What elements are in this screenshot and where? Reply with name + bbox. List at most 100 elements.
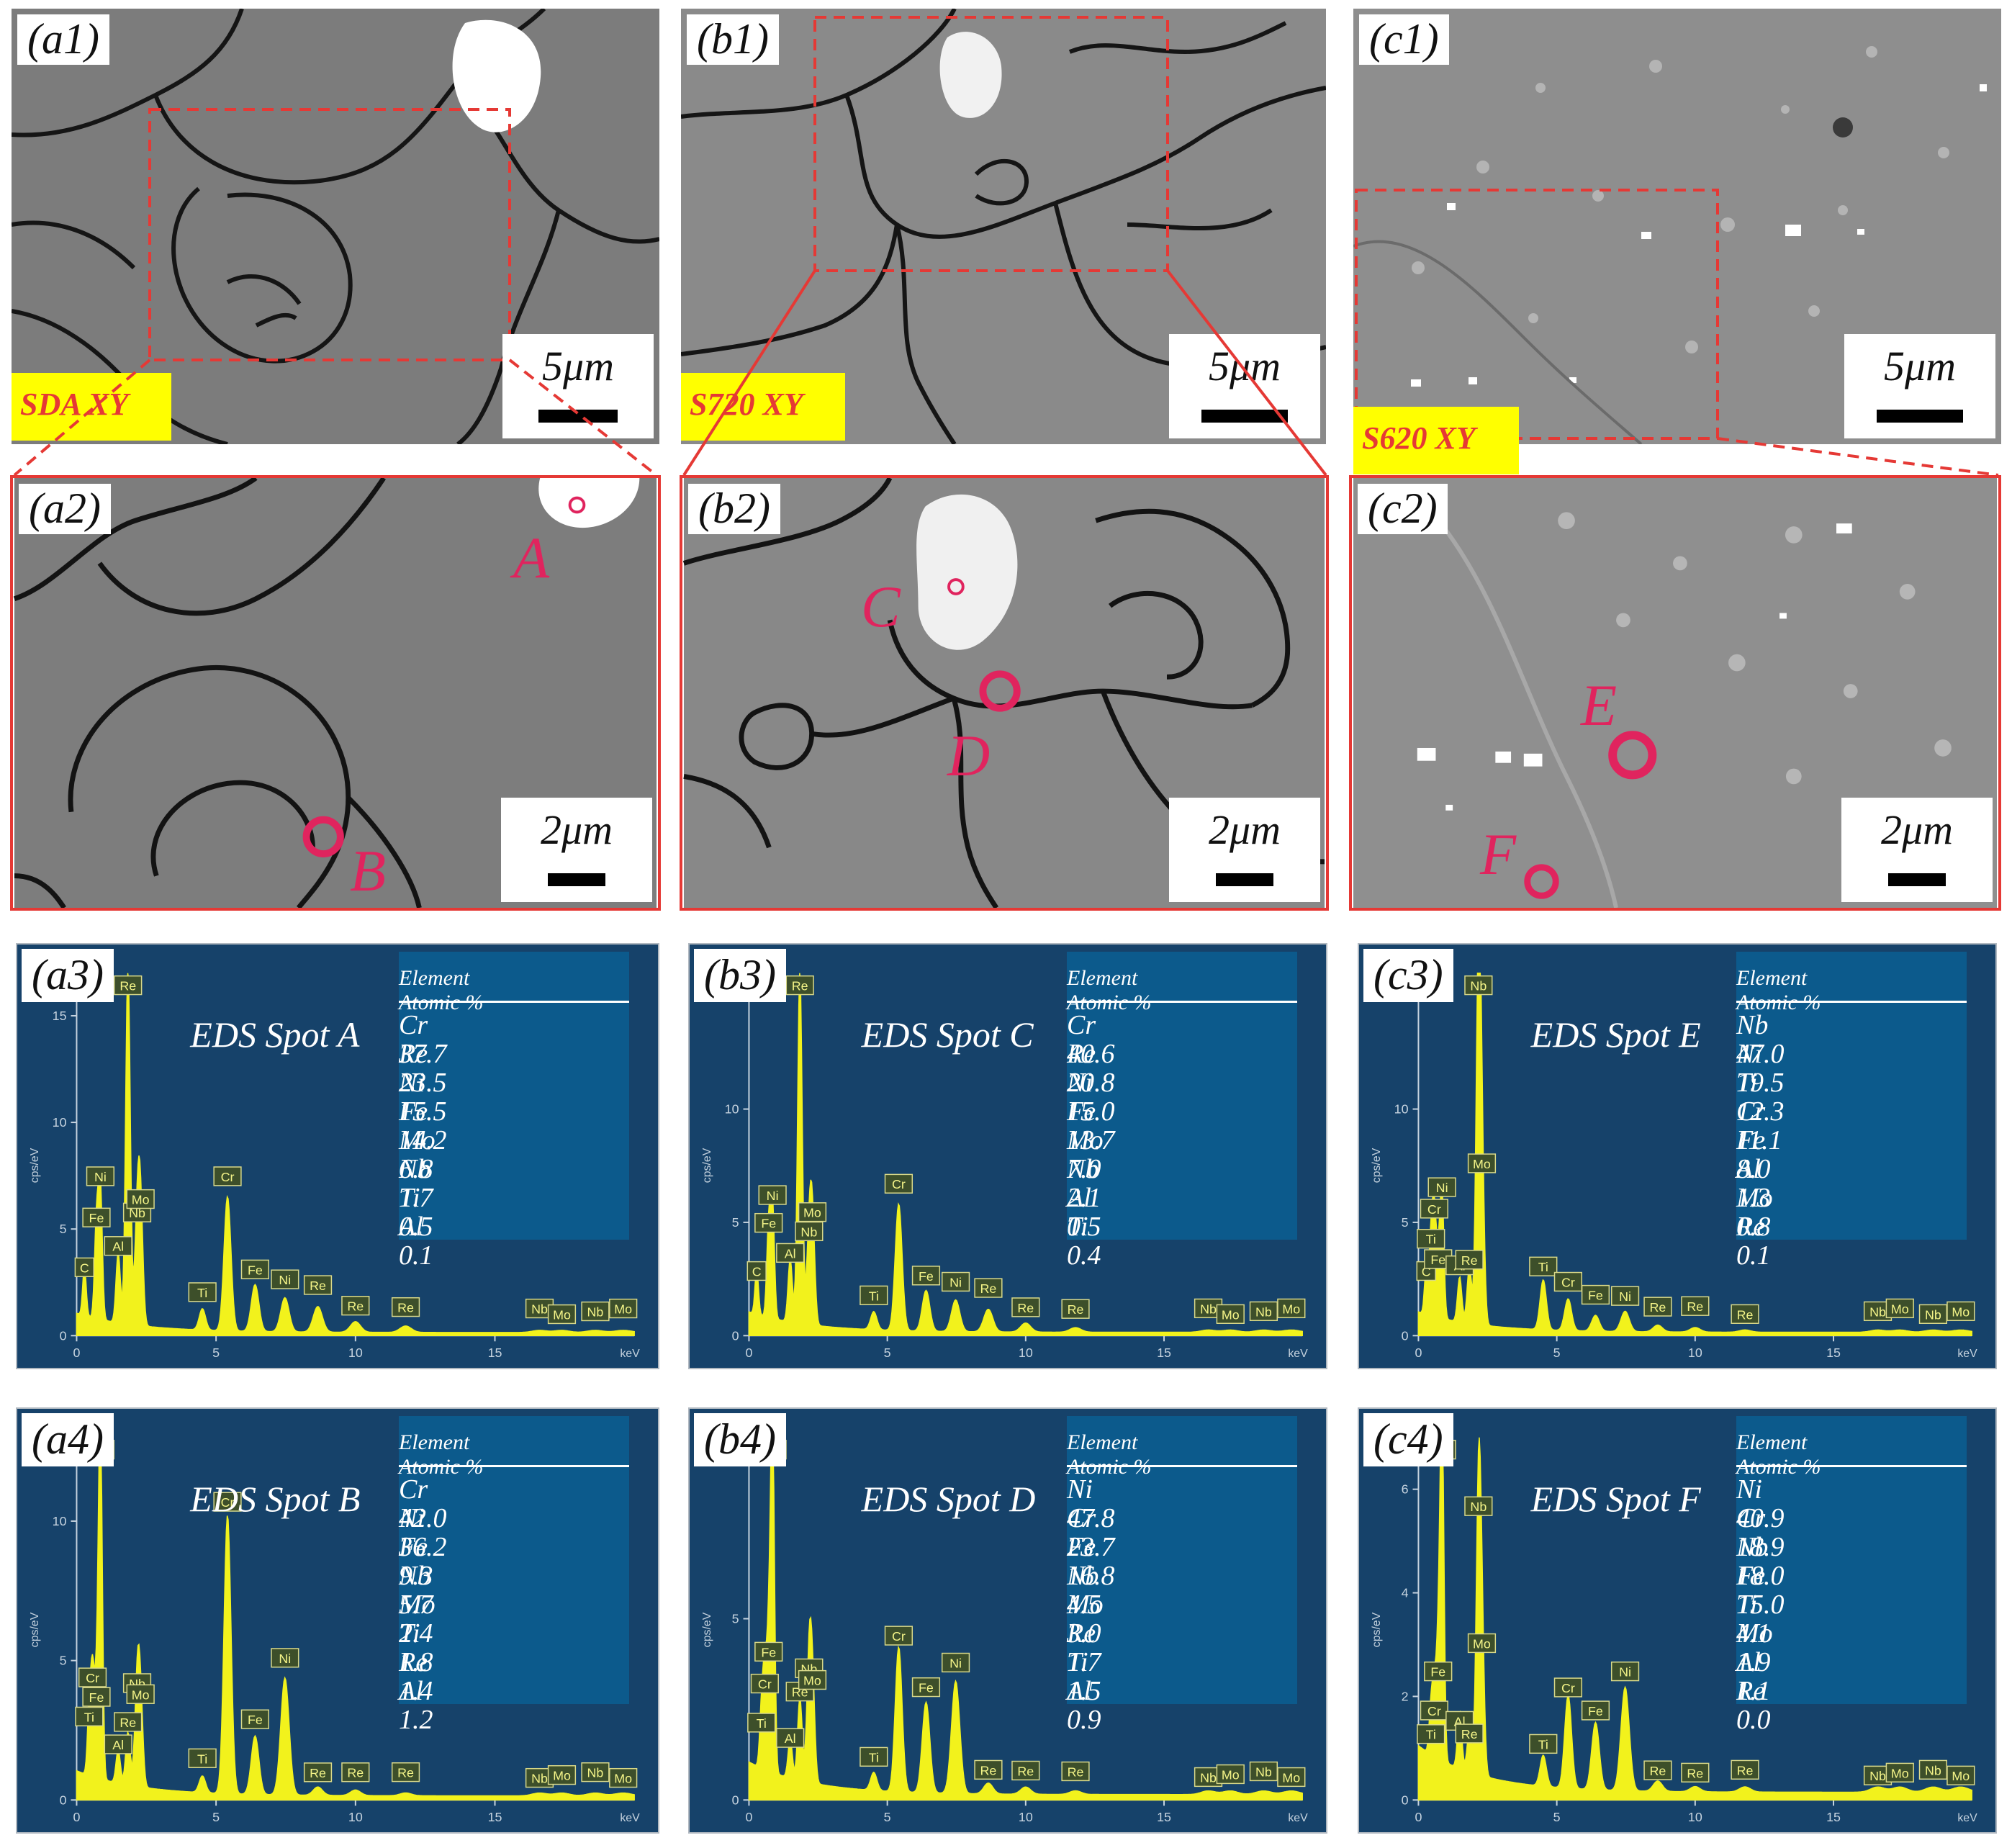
peak-label-text: Cr (892, 1629, 906, 1644)
peak-label-ni: Ni (758, 1185, 787, 1205)
eds-panel-label: (a3) (22, 949, 114, 1002)
element-symbol: Mo (1067, 1590, 1104, 1620)
eds-spot-title: EDS Spot C (861, 1014, 1034, 1055)
atomic-percent: 0.1 (399, 1240, 433, 1271)
eds-panel-a4: 0510150510keVcps/eVTiCrFeNiAlReNbMoTiCrF… (16, 1407, 659, 1834)
panel-label-a2: (a2) (19, 484, 111, 534)
atomic-percent: 19.5 (1736, 1068, 1785, 1098)
atomic-percent: 20.8 (1067, 1068, 1115, 1098)
table-row: Fe 15.0 (1736, 1561, 1967, 1619)
peak-label-text: Mo (553, 1307, 571, 1322)
peak-label-ni: Ni (86, 1166, 115, 1186)
peak-label-mo: Mo (798, 1669, 827, 1690)
spot-marker-e (1608, 731, 1657, 780)
element-symbol: Ni (1067, 1068, 1093, 1098)
table-row: Fe 13.7 (1067, 1097, 1297, 1155)
table-row: Mo 7.0 (1067, 1126, 1297, 1184)
peak-label-text: Nb (1255, 1304, 1272, 1319)
peak-label-text: C (752, 1264, 762, 1279)
table-row: Cr 23.7 (1067, 1504, 1297, 1561)
peak-label-text: Ti (1426, 1232, 1436, 1247)
peak-label-re: Re (1455, 1723, 1484, 1744)
peak-label-text: Ni (279, 1273, 291, 1287)
sample-label-s720: S720 XY (681, 373, 845, 441)
peak-label-mo: Mo (609, 1298, 638, 1319)
atomic-percent: 0.8 (1736, 1212, 1771, 1242)
peak-label-text: Cr (221, 1170, 235, 1184)
spot-label-e: E (1581, 672, 1618, 738)
table-row: Cr 42.0 (399, 1475, 629, 1533)
atomic-percent: 0.9 (1067, 1705, 1101, 1735)
spot-marker-a (568, 496, 586, 514)
peak-label-text: Re (1068, 1764, 1084, 1779)
eds-panel-a3: 0 5 10 15 0 5 10 15 keV cps/eV C Fe Ni Al Re Nb Mo Ti Cr Fe… (16, 943, 659, 1369)
element-symbol: Re (1067, 1618, 1096, 1649)
peak-label-text: Ni (1619, 1289, 1631, 1304)
element-symbol: Ti (1736, 1068, 1758, 1098)
table-row: Al 0.1 (399, 1212, 629, 1270)
scale-text-b1: 5μm (1209, 343, 1281, 389)
atomic-percent: 23.5 (399, 1068, 447, 1098)
peak-label-text: Fe (248, 1263, 263, 1277)
y-tick-label: 5 (732, 1215, 739, 1230)
element-symbol: Ti (399, 1183, 420, 1213)
atomic-percent: 4.1 (1736, 1618, 1771, 1649)
peak-label-re: Re (1011, 1297, 1040, 1317)
atomic-percent: 0.5 (1067, 1212, 1101, 1242)
peak-label-ni: Ni (1610, 1662, 1640, 1682)
peak-label-ti: Ti (1529, 1734, 1558, 1754)
element-symbol: Ni (399, 1068, 425, 1098)
x-tick-label: 0 (73, 1810, 80, 1824)
table-row: Fe 14.2 (399, 1097, 629, 1155)
peak-label-fe: Fe (1424, 1662, 1453, 1682)
peak-label-text: Re (347, 1766, 364, 1780)
scale-line-a1 (538, 410, 618, 423)
peak-label-mo: Mo (1277, 1767, 1306, 1788)
scale-bar-c2: 2μm (1841, 798, 1993, 902)
spectrum-area (1417, 972, 1972, 1337)
atomic-percent: 5.7 (399, 1590, 433, 1620)
scale-bar-b1: 5μm (1169, 334, 1320, 438)
peak-label-cr: Cr (750, 1673, 779, 1694)
x-tick-label: 10 (348, 1346, 363, 1360)
y-axis-label: cps/eV (29, 1612, 41, 1647)
table-row: Fe 16.8 (1067, 1533, 1297, 1590)
table-row: Mo 2.4 (399, 1590, 629, 1648)
peak-label-text: Ti (869, 1750, 879, 1764)
spectrum-area (76, 973, 635, 1337)
table-header: Element Atomic % (1736, 1430, 1967, 1479)
peak-label-text: Ni (949, 1656, 962, 1670)
table-row: Mo 0.8 (1736, 1184, 1967, 1241)
peak-label-re: Re (1731, 1304, 1759, 1324)
header-atomic: Atomic % (399, 991, 484, 1014)
x-tick-label: 15 (1826, 1346, 1841, 1360)
peak-label-cr: Cr (1420, 1700, 1448, 1721)
y-axis-label: cps/eV (1371, 1612, 1383, 1647)
eds-composition-table: Element Atomic % Cr 40.6 Re 20.8 Ni 15.0 Fe 13.7 M… (1067, 952, 1297, 1270)
peak-label-text: Re (1737, 1763, 1754, 1777)
peak-label-re: Re (341, 1296, 370, 1316)
peak-label-al: Al (776, 1243, 805, 1263)
sem-panel-c1: (c1) 5μm (1353, 9, 2001, 444)
x-tick-label: 15 (1157, 1346, 1171, 1360)
eds-composition-table: Element Atomic % Ni 40.9 Cr 18.9 Nb 18.0 Fe 15.0 T… (1736, 1416, 1967, 1734)
peak-label-text: Ni (1436, 1181, 1448, 1195)
x-axis-label: keV (1957, 1348, 1977, 1360)
table-row: Ni 36.2 (399, 1504, 629, 1561)
peak-label-re: Re (1681, 1296, 1710, 1316)
peak-label-text: Nb (1470, 1500, 1487, 1514)
peak-label-text: Fe (89, 1211, 104, 1225)
peak-label-text: Fe (1430, 1665, 1445, 1680)
peak-label-text: C (80, 1261, 89, 1275)
atomic-percent: 1.4 (399, 1676, 433, 1706)
peak-label-re: Re (341, 1762, 370, 1782)
y-tick-label: 10 (53, 1115, 67, 1130)
atomic-percent: 15.0 (1736, 1590, 1785, 1620)
spectrum-area (748, 1436, 1303, 1801)
sem-panel-a2: (a2) A B 2μm (10, 475, 661, 911)
peak-label-text: Mo (1222, 1307, 1240, 1322)
peak-label-re: Re (1643, 1760, 1672, 1780)
table-row: Ni 47.8 (1067, 1475, 1297, 1533)
table-row: Nb 18.0 (1736, 1533, 1967, 1590)
peak-label-text: Mo (1952, 1304, 1970, 1319)
